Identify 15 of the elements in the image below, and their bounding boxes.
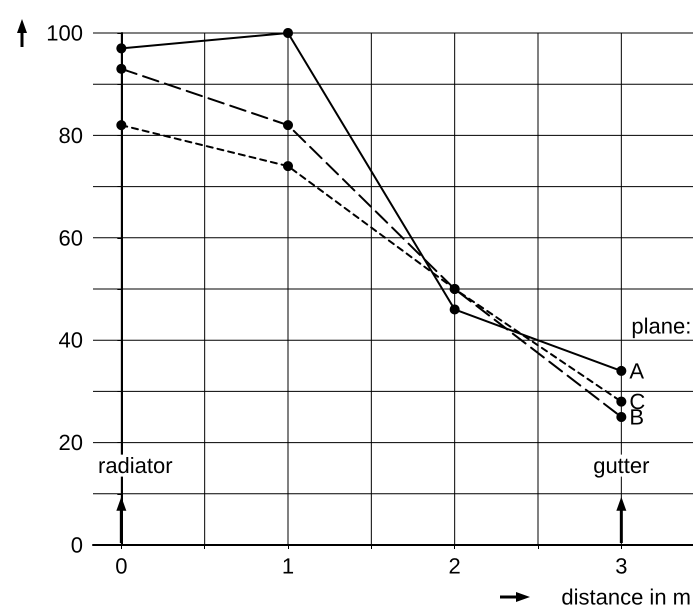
x-tick-label: 3 (615, 554, 628, 578)
x-tick-label: 1 (282, 554, 294, 578)
x-axis-title: distance in m (561, 584, 691, 610)
annotation: radiator (98, 453, 173, 478)
y-tick-label: 100 (46, 20, 83, 46)
annotation: gutter (593, 453, 650, 478)
x-tick-label: 2 (448, 554, 461, 578)
y-tick-label: 20 (58, 430, 83, 456)
y-tick-label: 0 (70, 532, 83, 558)
y-tick-label: 80 (58, 122, 83, 148)
series-label: A (629, 358, 644, 384)
y-tick-label: 40 (58, 328, 83, 353)
legend-title: plane: (631, 313, 692, 338)
y-tick-label: 60 (58, 225, 83, 250)
x-tick-label: 0 (115, 554, 128, 578)
